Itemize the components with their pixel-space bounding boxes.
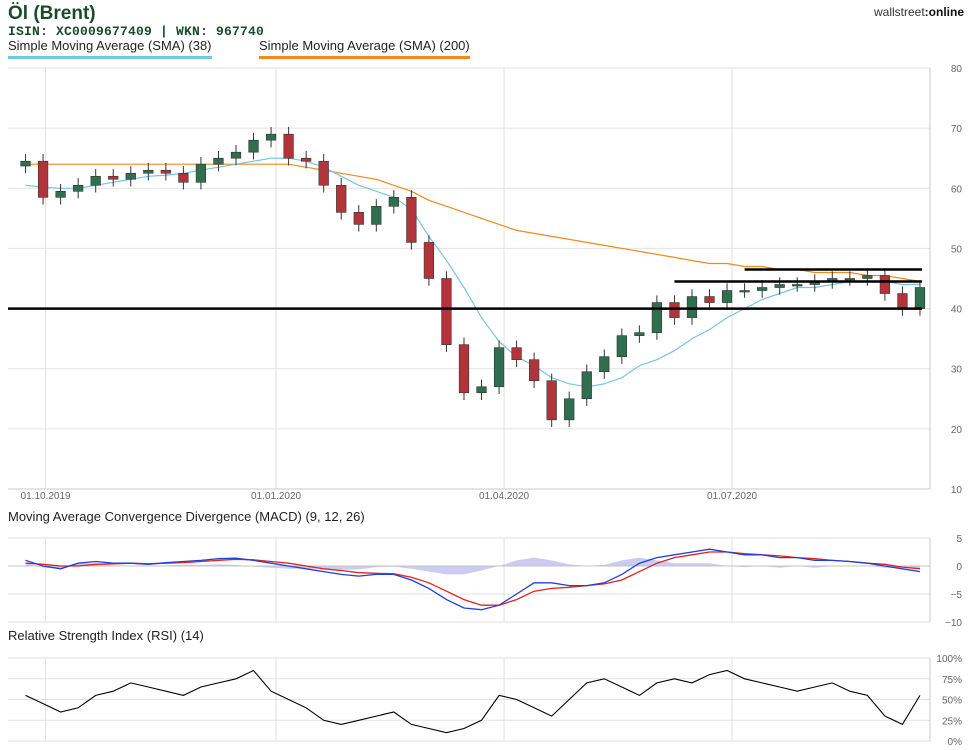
candle-body	[195, 163, 207, 183]
y-tick-label: 0	[956, 562, 962, 573]
candle-body	[160, 169, 171, 174]
candle-body	[318, 160, 329, 186]
candle-body	[792, 284, 803, 287]
y-tick-label: 60	[951, 184, 963, 195]
candle-body	[581, 371, 592, 400]
candle-body	[529, 359, 540, 382]
candle-body	[564, 398, 575, 421]
candle-body	[55, 190, 66, 198]
candle-body	[90, 175, 101, 186]
candle-body	[546, 380, 557, 421]
y-tick-label: 50	[951, 244, 963, 255]
sma38-line	[25, 157, 920, 388]
candle-body	[230, 151, 242, 159]
candle-body	[686, 296, 698, 318]
candle-body	[844, 278, 855, 281]
candle-body	[336, 184, 347, 213]
sma200-line	[25, 163, 921, 283]
y-tick-label: 80	[951, 64, 963, 75]
y-tick-label: 75%	[942, 675, 962, 686]
candle-body	[353, 212, 364, 225]
legend-sma38[interactable]: Simple Moving Average (SMA) (38)	[8, 38, 212, 59]
candle-body	[20, 160, 31, 167]
candle-body	[283, 133, 294, 159]
candle-body	[423, 242, 435, 279]
candle-body	[897, 293, 908, 309]
y-tick-label: 40	[951, 305, 963, 316]
x-tick-label: 01.07.2020	[707, 491, 757, 502]
y-tick-label: −10	[945, 618, 962, 629]
candle-body	[634, 332, 645, 336]
candle-body	[862, 275, 873, 279]
candle-body	[248, 139, 259, 153]
y-tick-label: 50%	[942, 696, 962, 707]
candle-body	[73, 184, 84, 192]
candle-body	[599, 356, 610, 373]
candle-body	[441, 278, 452, 345]
candle-body	[371, 206, 382, 225]
candle-body	[511, 347, 522, 360]
macd-line	[25, 548, 921, 611]
candle-body	[458, 344, 470, 394]
candle-body	[651, 302, 663, 333]
y-tick-label: 20	[951, 425, 963, 436]
candle-body	[125, 172, 136, 180]
logo-text-right: :online	[924, 5, 964, 19]
y-tick-label: 5	[956, 534, 962, 545]
x-tick-label: 01.04.2020	[479, 491, 529, 502]
candle-body	[388, 197, 399, 207]
brand-logo[interactable]: wallstreet:online	[874, 5, 964, 19]
candle-body	[879, 275, 891, 294]
candle-body	[37, 160, 49, 198]
candle-body	[178, 172, 189, 183]
y-tick-label: 0%	[948, 737, 963, 748]
legend-sma200[interactable]: Simple Moving Average (SMA) (200)	[259, 38, 470, 59]
candle-body	[739, 290, 750, 293]
candle-body	[774, 284, 785, 288]
candle-body	[301, 157, 312, 162]
candle-body	[143, 169, 154, 174]
y-tick-label: 25%	[942, 716, 962, 727]
macd-signal-line	[25, 551, 921, 606]
candle-body	[476, 386, 487, 394]
rsi-line	[25, 669, 921, 734]
macd-title: Moving Average Convergence Divergence (M…	[8, 509, 365, 524]
candle-body	[406, 197, 417, 243]
candle-body	[213, 157, 224, 165]
candle-body	[265, 133, 277, 141]
y-tick-label: 100%	[936, 654, 962, 665]
rsi-title: Relative Strength Index (RSI) (14)	[8, 628, 204, 643]
y-tick-label: −5	[951, 590, 963, 601]
candle-body	[616, 335, 627, 357]
candle-body	[108, 175, 119, 180]
candle-body	[704, 296, 715, 303]
logo-text-left: wallstreet	[873, 5, 925, 19]
isin-wkn-label: ISIN: XC0009677409 | WKN: 967740	[8, 24, 265, 39]
candle-body	[493, 347, 505, 388]
y-tick-label: 30	[951, 365, 963, 376]
chart-title: Öl (Brent)	[8, 3, 96, 24]
candle-body	[757, 287, 768, 291]
x-tick-label: 01.01.2020	[251, 491, 301, 502]
candle-body	[721, 290, 733, 303]
x-tick-label: 01.10.2019	[21, 491, 71, 502]
y-tick-label: 10	[951, 485, 963, 496]
candle-body	[669, 302, 680, 318]
candle-body	[914, 287, 926, 309]
y-tick-label: 70	[951, 124, 963, 135]
